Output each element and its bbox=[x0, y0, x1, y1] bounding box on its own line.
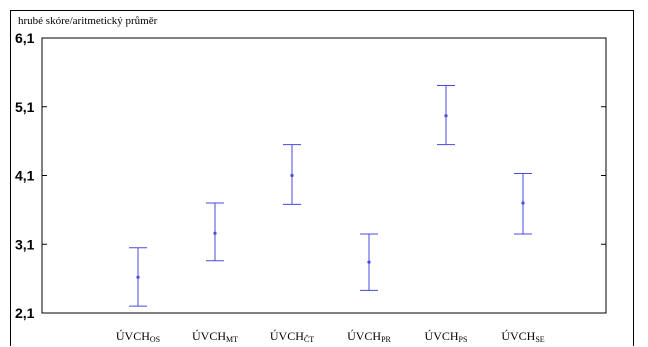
mean-point bbox=[136, 275, 140, 279]
y-tick-label: 2,1 bbox=[15, 305, 35, 321]
error-bar bbox=[129, 247, 147, 307]
series bbox=[129, 84, 532, 307]
x-tick-label: ÚVCHOS bbox=[116, 329, 160, 344]
error-bar bbox=[283, 144, 301, 205]
x-tick-label: ÚVCHČT bbox=[270, 329, 314, 344]
y-tick-label: 5,1 bbox=[15, 99, 35, 115]
y-tick-label: 3,1 bbox=[15, 236, 35, 252]
x-tick-label: ÚVCHSE bbox=[501, 329, 544, 344]
mean-point bbox=[367, 260, 371, 264]
mean-point bbox=[290, 173, 294, 178]
mean-point bbox=[521, 201, 525, 205]
error-bar bbox=[437, 84, 455, 146]
y-tick-label: 4,1 bbox=[15, 168, 35, 184]
error-bar bbox=[360, 233, 378, 291]
x-tick-label: ÚVCHPS bbox=[425, 329, 468, 344]
x-tick-label: ÚVCHMT bbox=[192, 329, 238, 344]
x-tick-label: ÚVCHPR bbox=[347, 329, 391, 344]
x-axis: ÚVCHOS ÚVCHMT ÚVCHČT ÚVCHPR ÚVCHPS ÚVCHSE bbox=[116, 329, 545, 344]
y-axis: 6,1 5,1 4,1 3,1 2,1 bbox=[15, 30, 606, 321]
y-axis-label: hrubé skóre/aritmetický průměr bbox=[18, 15, 158, 27]
chart-frame bbox=[10, 10, 634, 346]
error-bar bbox=[514, 172, 532, 235]
mean-point bbox=[213, 231, 217, 235]
error-bar bbox=[206, 202, 224, 262]
y-tick-label: 6,1 bbox=[15, 30, 35, 46]
mean-point bbox=[444, 114, 448, 118]
plot-area bbox=[41, 37, 607, 314]
